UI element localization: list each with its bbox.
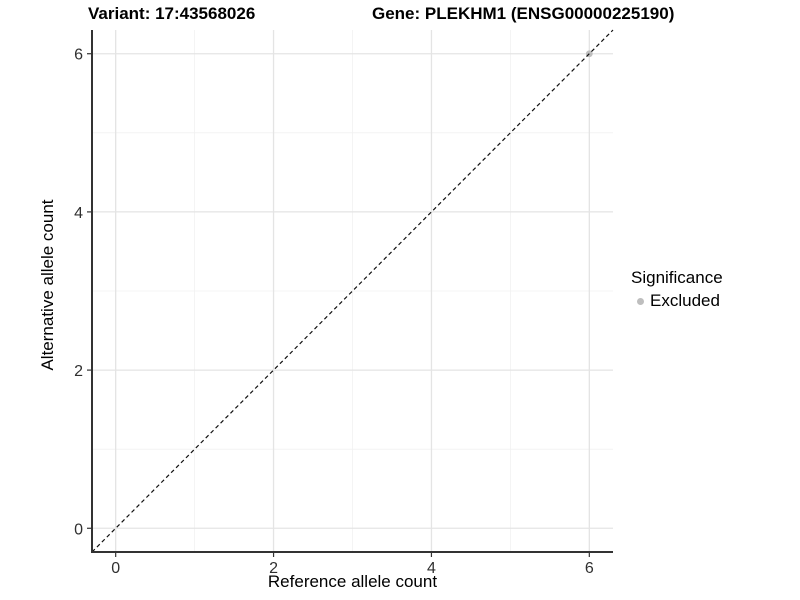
x-tick-label: 6	[585, 560, 594, 577]
x-tick-label: 0	[111, 560, 120, 577]
y-tick-label: 2	[74, 363, 83, 380]
legend-item-excluded: Excluded	[631, 291, 723, 311]
y-tick-label: 6	[74, 47, 83, 64]
excluded-point-icon	[636, 297, 644, 305]
plot-title-gene: Gene: PLEKHM1 (ENSG00000225190)	[372, 4, 675, 23]
y-axis-title: Alternative allele count	[38, 199, 57, 371]
x-tick-label: 2	[269, 560, 278, 577]
y-tick-label: 4	[74, 205, 83, 222]
legend: Significance Excluded	[631, 268, 723, 311]
x-axis-title: Reference allele count	[267, 572, 438, 591]
x-tick-label: 4	[427, 560, 436, 577]
plot-title-variant: Variant: 17:43568026	[88, 4, 256, 23]
legend-title: Significance	[631, 268, 723, 287]
legend-key	[631, 292, 649, 310]
y-tick-label: 0	[74, 521, 83, 538]
legend-item-label: Excluded	[650, 291, 720, 310]
identity-line	[91, 29, 614, 553]
